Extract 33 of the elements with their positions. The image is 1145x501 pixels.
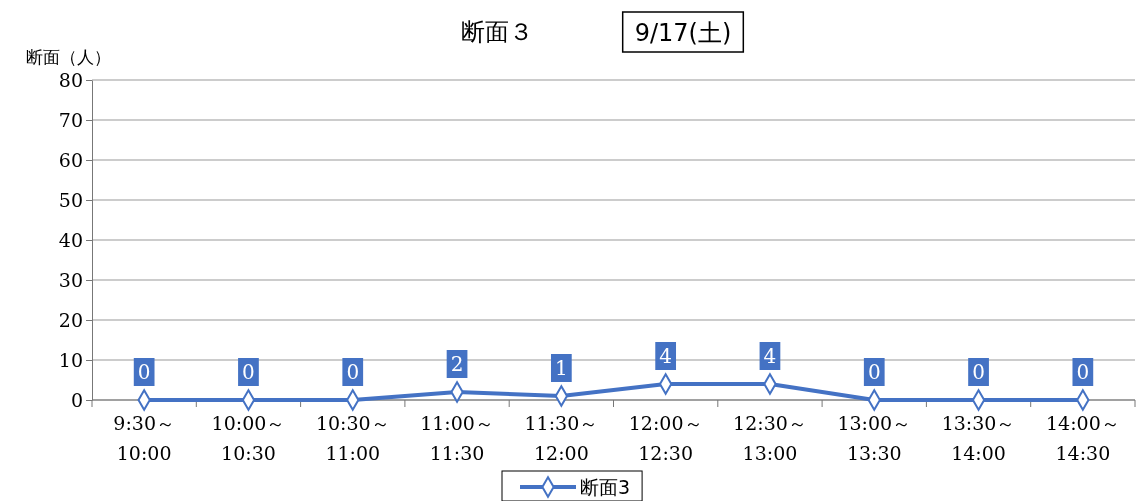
y-tick-label: 70: [58, 108, 83, 131]
text: 9/17(土): [634, 19, 732, 47]
y-tick-label: 60: [58, 148, 83, 171]
data-label: 1: [554, 356, 568, 380]
x-tick-label: 13:00～ 13:30: [837, 412, 912, 464]
y-tick-label: 20: [58, 308, 83, 331]
y-axis-title: 断面（人）: [26, 47, 111, 67]
data-label: 0: [1076, 360, 1090, 384]
y-tick-label: 50: [58, 188, 83, 211]
x-tick-label: 9:30～ 10:00: [113, 412, 175, 464]
data-label: 0: [137, 360, 151, 384]
y-tick-label: 0: [70, 388, 83, 411]
x-tick-label: 10:00～ 10:30: [211, 412, 286, 464]
data-label: 2: [450, 352, 464, 376]
x-tick-label: 12:30～ 13:00: [733, 412, 807, 464]
x-tick-label: 10:30～ 11:00: [315, 412, 390, 464]
data-label: 4: [763, 344, 777, 368]
data-label: 0: [867, 360, 881, 384]
data-label: 0: [346, 360, 360, 384]
x-tick-label: 11:00～ 11:30: [420, 412, 494, 464]
y-tick-label: 40: [58, 228, 83, 251]
y-tick-label: 30: [58, 268, 83, 291]
x-tick-label: 13:30～ 14:00: [941, 412, 1016, 464]
chart-title: 断面３: [461, 18, 533, 46]
x-tick-label: 11:30～ 12:00: [524, 412, 599, 464]
legend-label: 断面3: [580, 476, 631, 498]
y-tick-label: 10: [58, 348, 83, 371]
x-tick-label: 12:00～ 12:30: [628, 412, 703, 464]
data-label: 0: [972, 360, 985, 384]
data-label: 0: [242, 360, 255, 384]
y-tick-label: 80: [58, 68, 83, 91]
data-label: 4: [659, 344, 673, 368]
x-tick-label: 14:00～ 14:30: [1045, 412, 1120, 464]
